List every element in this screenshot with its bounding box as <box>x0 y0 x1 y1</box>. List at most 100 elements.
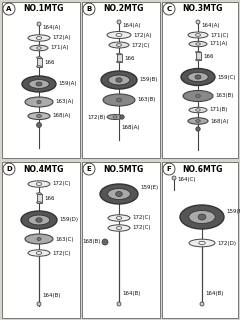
Ellipse shape <box>183 91 213 101</box>
Ellipse shape <box>36 66 42 67</box>
Ellipse shape <box>28 250 50 256</box>
Ellipse shape <box>21 211 57 229</box>
Ellipse shape <box>116 53 121 55</box>
Ellipse shape <box>196 109 200 111</box>
Bar <box>82 162 160 318</box>
Text: 159(D): 159(D) <box>59 218 78 222</box>
Circle shape <box>200 302 204 306</box>
Circle shape <box>117 20 121 24</box>
Text: 163(C): 163(C) <box>55 236 73 242</box>
Ellipse shape <box>25 234 53 244</box>
Ellipse shape <box>189 239 215 247</box>
Circle shape <box>102 239 108 245</box>
Ellipse shape <box>36 218 42 222</box>
Bar <box>162 2 238 158</box>
Text: 166: 166 <box>44 196 54 201</box>
Ellipse shape <box>108 75 130 85</box>
Bar <box>36 58 42 67</box>
Text: 159(B): 159(B) <box>139 77 157 83</box>
Text: C: C <box>166 6 172 12</box>
Text: 166: 166 <box>44 60 54 65</box>
Text: 168(A): 168(A) <box>52 114 71 118</box>
Circle shape <box>83 163 95 175</box>
Text: 163(A): 163(A) <box>55 100 73 105</box>
Bar <box>116 54 121 62</box>
Text: 171(B): 171(B) <box>209 108 227 113</box>
Text: E: E <box>87 166 91 172</box>
Text: NO.1MTG: NO.1MTG <box>23 4 63 13</box>
Ellipse shape <box>196 51 200 53</box>
Text: 164(B): 164(B) <box>42 293 60 299</box>
Ellipse shape <box>103 94 135 106</box>
Ellipse shape <box>36 82 42 86</box>
Ellipse shape <box>37 237 41 241</box>
Ellipse shape <box>37 100 41 103</box>
Ellipse shape <box>188 118 208 124</box>
Text: 172(C): 172(C) <box>52 181 71 187</box>
Ellipse shape <box>116 191 122 196</box>
Circle shape <box>117 302 121 306</box>
Bar <box>36 194 42 203</box>
Ellipse shape <box>36 36 42 39</box>
Text: 171(A): 171(A) <box>209 42 228 46</box>
Text: NO.6MTG: NO.6MTG <box>182 165 222 174</box>
Ellipse shape <box>180 205 224 229</box>
Ellipse shape <box>117 98 121 102</box>
Ellipse shape <box>22 76 56 92</box>
Ellipse shape <box>36 252 42 254</box>
Circle shape <box>163 3 175 15</box>
Text: 171(A): 171(A) <box>50 45 68 51</box>
Text: D: D <box>6 166 12 172</box>
Text: 164(C): 164(C) <box>177 178 196 182</box>
Ellipse shape <box>196 59 200 61</box>
Ellipse shape <box>116 44 121 46</box>
Ellipse shape <box>109 42 129 48</box>
Ellipse shape <box>116 217 122 220</box>
Text: 159(A): 159(A) <box>58 82 77 86</box>
Ellipse shape <box>107 115 123 119</box>
Circle shape <box>3 3 15 15</box>
Ellipse shape <box>116 33 122 36</box>
Ellipse shape <box>188 32 208 38</box>
Text: 163(B): 163(B) <box>215 93 233 99</box>
Text: B: B <box>86 6 92 12</box>
Ellipse shape <box>189 107 207 113</box>
Ellipse shape <box>36 202 42 203</box>
Ellipse shape <box>107 31 131 38</box>
Text: 166: 166 <box>124 55 134 60</box>
Circle shape <box>172 176 176 180</box>
Text: NO.5MTG: NO.5MTG <box>103 165 143 174</box>
Ellipse shape <box>196 120 200 122</box>
Text: 164(A): 164(A) <box>42 25 60 29</box>
Ellipse shape <box>116 61 121 63</box>
Text: 168(A): 168(A) <box>121 125 139 131</box>
Ellipse shape <box>101 71 137 89</box>
Ellipse shape <box>28 215 50 225</box>
Bar <box>196 52 200 60</box>
Text: F: F <box>167 166 171 172</box>
Circle shape <box>36 123 42 127</box>
Ellipse shape <box>116 227 122 229</box>
Circle shape <box>196 127 200 131</box>
Text: 172(C): 172(C) <box>131 43 150 47</box>
Text: 172(C): 172(C) <box>52 251 71 255</box>
Text: 171(C): 171(C) <box>210 33 228 37</box>
Ellipse shape <box>198 214 206 220</box>
Ellipse shape <box>108 225 130 231</box>
Text: NO.4MTG: NO.4MTG <box>23 165 63 174</box>
Ellipse shape <box>181 68 215 85</box>
Ellipse shape <box>196 34 200 36</box>
Ellipse shape <box>113 116 117 118</box>
Text: NO.3MTG: NO.3MTG <box>182 4 222 13</box>
Ellipse shape <box>196 43 200 45</box>
Ellipse shape <box>37 47 41 49</box>
Circle shape <box>163 163 175 175</box>
Text: 159(F): 159(F) <box>226 209 240 213</box>
Ellipse shape <box>199 241 205 245</box>
Circle shape <box>37 22 41 26</box>
Circle shape <box>83 3 95 15</box>
Text: NO.2MTG: NO.2MTG <box>103 4 143 13</box>
Text: 159(C): 159(C) <box>217 75 235 79</box>
Ellipse shape <box>36 193 42 194</box>
Text: 163(B): 163(B) <box>137 98 155 102</box>
